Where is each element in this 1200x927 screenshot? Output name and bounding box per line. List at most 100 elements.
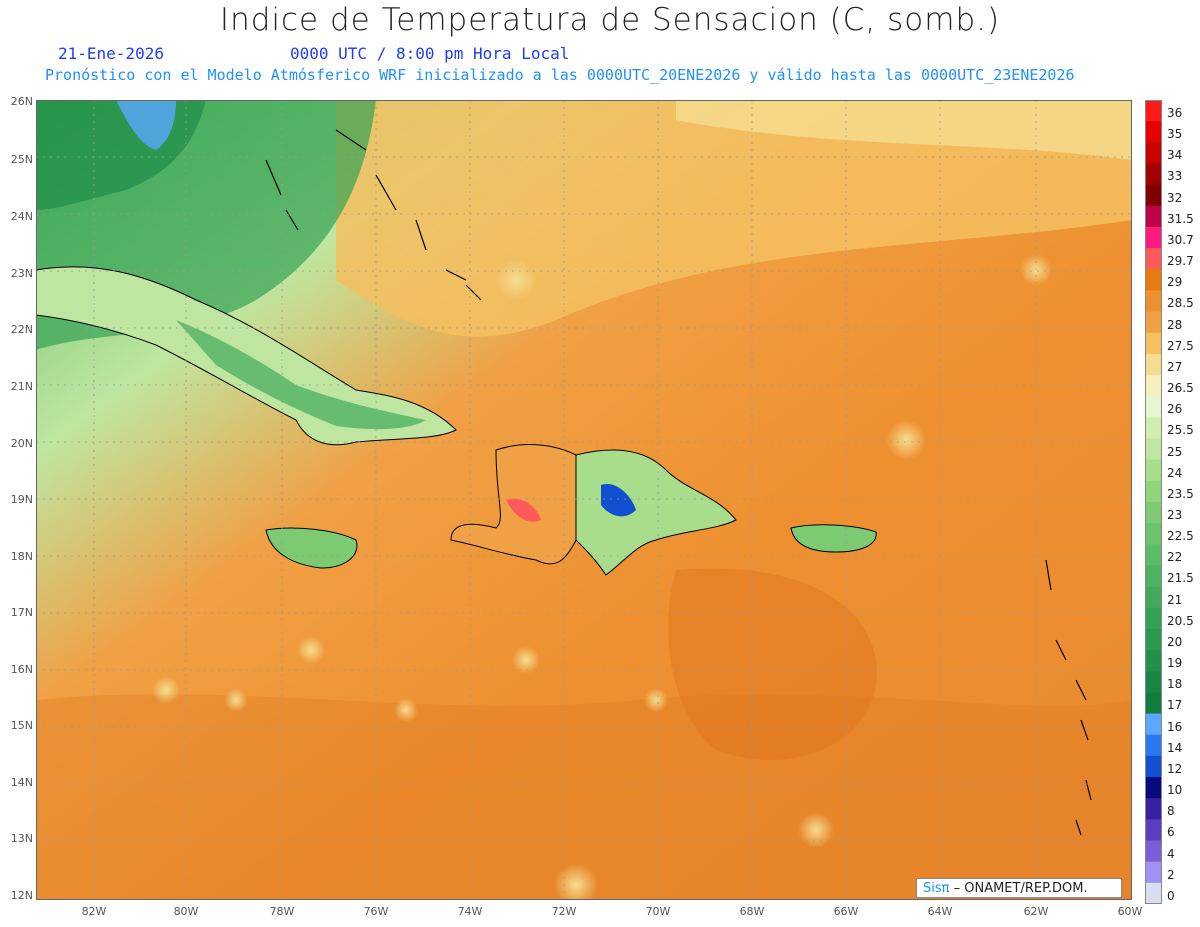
lat-label: 23N	[10, 267, 33, 280]
legend-label: 18	[1167, 677, 1183, 692]
legend-swatch	[1145, 607, 1162, 630]
legend-swatch	[1145, 628, 1162, 651]
credit-text: – ONAMET/REP.DOM.	[949, 881, 1088, 896]
pale-spot	[297, 636, 325, 664]
legend-label: 20	[1167, 634, 1183, 649]
legend-swatch	[1145, 184, 1162, 207]
legend-swatch	[1145, 311, 1162, 334]
pale-spot	[496, 260, 536, 300]
pale-spot	[644, 688, 668, 712]
legend-swatch	[1145, 819, 1162, 842]
forecast-date: 21-Ene-2026	[58, 44, 164, 63]
legend-label: 6	[1167, 825, 1175, 840]
legend-label: 23	[1167, 508, 1183, 522]
legend-label: 26.5	[1167, 381, 1194, 396]
legend-swatch	[1145, 417, 1162, 440]
lon-label: 70W	[645, 905, 671, 918]
cordillera-central-cool	[601, 484, 636, 517]
lat-label: 18N	[10, 550, 33, 563]
lon-label: 68W	[739, 905, 765, 918]
pale-spot	[798, 812, 834, 848]
legend-border	[1145, 100, 1162, 904]
map-frame	[36, 100, 1132, 900]
legend-label: 28	[1167, 317, 1183, 332]
legend-swatch	[1145, 755, 1162, 778]
legend-label: 20.5	[1167, 613, 1194, 628]
legend-swatch	[1145, 290, 1162, 313]
legend-label: 29.7	[1167, 254, 1194, 269]
credit-box: Sisπ – ONAMET/REP.DOM.	[916, 878, 1122, 898]
legend-label: 36	[1167, 106, 1183, 120]
legend-swatch	[1145, 734, 1162, 757]
legend-swatch	[1145, 353, 1162, 376]
lat-label: 15N	[10, 719, 33, 732]
forecast-time: 0000 UTC / 8:00 pm Hora Local	[290, 44, 570, 63]
florida-land	[116, 100, 176, 150]
legend-swatch	[1145, 459, 1162, 482]
legend-label: 12	[1167, 761, 1183, 776]
legend-swatch	[1145, 502, 1162, 524]
legend-label: 8	[1167, 804, 1175, 819]
haiti-hot-spot	[506, 498, 541, 522]
legend-label: 27	[1167, 359, 1183, 374]
legend-swatch	[1145, 586, 1162, 609]
legend-swatch	[1145, 650, 1162, 672]
lat-label: 26N	[10, 95, 33, 108]
legend-label: 25.5	[1167, 423, 1194, 438]
legend-label: 26	[1167, 402, 1183, 417]
legend-swatch	[1145, 396, 1162, 418]
lat-label: 22N	[10, 323, 33, 336]
legend-label: 0	[1167, 888, 1175, 903]
pale-spot	[554, 863, 598, 900]
model-subtitle: Pronóstico con el Modelo Atmósferico WRF…	[45, 66, 1075, 84]
legend-label: 2	[1167, 867, 1175, 882]
lesser-antilles	[1045, 559, 1092, 836]
legend-swatch	[1145, 692, 1162, 715]
lat-lon-grid	[36, 100, 1132, 900]
legend-label: 29	[1167, 275, 1183, 290]
pale-spot	[394, 698, 418, 722]
lat-label: 25N	[10, 153, 33, 166]
legend-swatch	[1145, 100, 1162, 122]
legend-swatch	[1145, 142, 1162, 164]
bahamas-islands	[265, 129, 482, 301]
lon-label: 62W	[1023, 905, 1049, 918]
pale-spot	[224, 688, 248, 712]
heat-index-map	[36, 100, 1132, 900]
legend-swatch	[1145, 861, 1162, 884]
legend-swatch	[1145, 375, 1162, 397]
legend-label: 30.7	[1167, 232, 1194, 247]
lon-label: 80W	[173, 905, 199, 918]
legend-swatch	[1145, 205, 1162, 228]
legend-label: 22.5	[1167, 529, 1194, 544]
puerto-rico-land	[790, 524, 877, 553]
color-legend	[1145, 100, 1162, 904]
sis-logo-text: Sisπ	[923, 881, 950, 896]
pale-spot	[886, 420, 926, 460]
legend-label: 21.5	[1167, 571, 1194, 586]
north-east-pale-zone	[676, 100, 1132, 160]
legend-label: 33	[1167, 169, 1183, 184]
east-darker-zone	[668, 568, 877, 760]
legend-swatch	[1145, 226, 1162, 249]
cuba-green-core	[176, 320, 426, 430]
legend-swatch	[1145, 332, 1162, 355]
legend-label: 28.5	[1167, 296, 1194, 311]
lon-label: 64W	[927, 905, 953, 918]
legend-swatch	[1145, 798, 1162, 820]
legend-label: 4	[1167, 846, 1175, 861]
legend-label: 10	[1167, 783, 1183, 798]
lat-label: 21N	[10, 380, 33, 393]
legend-label: 31.5	[1167, 211, 1194, 226]
lon-label: 78W	[269, 905, 295, 918]
lat-label: 13N	[10, 832, 33, 845]
lat-label: 20N	[10, 437, 33, 450]
pale-spot	[512, 646, 540, 674]
lon-label: 72W	[551, 905, 577, 918]
legend-swatch	[1145, 248, 1162, 270]
lat-label: 14N	[10, 776, 33, 789]
legend-label: 23.5	[1167, 486, 1194, 501]
legend-label: 14	[1167, 740, 1183, 755]
legend-label: 16	[1167, 719, 1183, 734]
legend-swatch	[1145, 523, 1162, 545]
